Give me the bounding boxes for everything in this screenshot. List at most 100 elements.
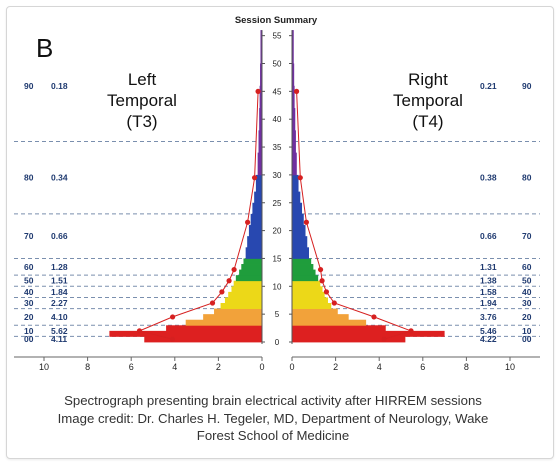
frequency-tick-label: 25 — [273, 199, 282, 208]
left-spectrum-bar — [109, 330, 263, 337]
right-marker-point — [371, 314, 377, 320]
right-spectrum-bar — [292, 213, 304, 226]
right-percentile-label: 00 — [522, 334, 532, 344]
left-spectrum-bar — [231, 286, 262, 293]
left-marker-line — [137, 91, 259, 340]
right-percentile-value: 1.94 — [480, 298, 497, 308]
left-spectrum-bar — [243, 258, 262, 265]
left-marker-point — [136, 328, 143, 334]
right-spectrum-bar — [292, 174, 299, 193]
left-spectrum-bar — [214, 308, 262, 315]
left-marker-point — [226, 278, 232, 284]
left-percentile-value: 4.10 — [51, 312, 68, 322]
right-power-tick-label: 10 — [505, 362, 515, 372]
left-spectrum-bar — [220, 303, 262, 309]
right-percentile-value: 1.58 — [480, 287, 497, 297]
right-spectrum-bar — [292, 191, 301, 204]
right-spectrum-bar — [292, 202, 303, 215]
right-spectrum-bar — [292, 236, 308, 248]
right-power-tick-label: 0 — [289, 362, 294, 372]
right-spectrum-bar — [292, 325, 386, 332]
left-percentile-value: 0.66 — [51, 231, 68, 241]
right-spectrum-bar — [292, 336, 406, 343]
left-marker-point — [245, 219, 251, 225]
right-percentile-value: 5.46 — [480, 326, 497, 336]
right-percentile-value: 0.21 — [480, 81, 497, 91]
left-spectrum-bar — [228, 291, 262, 298]
percentile-labels: 90 90 0.18 0.21 80 80 0.34 0.38 70 70 0.66 0.66 60 60… — [24, 81, 532, 344]
right-percentile-value: 0.66 — [480, 231, 497, 241]
left-marker-point — [209, 300, 216, 306]
right-marker-point — [323, 289, 330, 295]
left-label-line-1: Left — [128, 70, 157, 89]
left-percentile-label: 20 — [24, 312, 34, 322]
left-percentile-label: 90 — [24, 81, 34, 91]
right-marker-point — [331, 300, 337, 306]
right-percentile-value: 1.38 — [480, 276, 497, 286]
right-spectrum-bar — [292, 108, 296, 131]
right-spectrum-bar — [292, 85, 295, 109]
left-marker-point — [251, 175, 258, 181]
left-spectrum-bar — [252, 202, 262, 215]
left-series-label: Left Temporal (T3) — [107, 70, 177, 131]
right-percentile-label: 20 — [522, 312, 532, 322]
caption-line-1: Spectrograph presenting brain electrical… — [64, 393, 482, 408]
frequency-axis-background — [262, 30, 292, 345]
right-series-label: Right Temporal (T4) — [393, 70, 463, 131]
left-percentile-value: 0.18 — [51, 81, 68, 91]
panel-letter: B — [36, 33, 53, 63]
left-marker-point — [170, 314, 176, 320]
right-marker-point — [297, 175, 303, 181]
frequency-tick-label: 0 — [275, 338, 280, 347]
left-percentile-value: 4.11 — [51, 334, 67, 344]
right-spectrum-bar — [292, 314, 349, 321]
right-power-tick-label: 6 — [420, 362, 425, 372]
left-spectrum-bar — [224, 297, 262, 304]
right-spectrum-bar — [292, 308, 338, 315]
chart-title: Session Summary — [235, 15, 318, 26]
left-percentile-value: 1.84 — [51, 287, 68, 297]
right-percentile-label: 60 — [522, 262, 532, 272]
left-spectrum-bar — [185, 319, 262, 326]
right-spectrum-bar — [292, 63, 295, 87]
frequency-tick-label: 45 — [273, 87, 282, 96]
right-percentile-label: 90 — [522, 81, 532, 91]
right-marker-point — [303, 219, 309, 225]
right-spectrum-bar — [292, 319, 367, 326]
right-spectrum-bar — [292, 291, 325, 298]
frequency-tick-label: 5 — [275, 310, 280, 319]
frequency-axis: 0 5 10 15 20 25 30 35 40 45 50 55 — [261, 30, 293, 347]
right-spectrum-bar — [292, 297, 328, 304]
left-spectrum-bar — [248, 225, 262, 237]
left-spectrum-bar — [247, 236, 262, 248]
left-spectrum-bar — [257, 152, 262, 176]
left-percentile-value: 2.27 — [51, 298, 68, 308]
frequency-tick-label: 15 — [273, 254, 282, 263]
caption-line-2: Image credit: Dr. Charles H. Tegeler, MD… — [57, 410, 489, 426]
right-spectrum-bar — [292, 269, 316, 276]
left-percentile-label: 00 — [24, 334, 34, 344]
right-percentile-value: 0.38 — [480, 173, 497, 183]
left-spectrum-bar — [233, 280, 262, 287]
frequency-tick-label: 30 — [273, 171, 282, 180]
left-spectrum-bar — [241, 264, 262, 270]
right-power-tick-label: 4 — [377, 362, 382, 372]
spectrum-bars — [109, 30, 445, 343]
right-marker-point — [319, 278, 325, 284]
left-spectrum-bar — [258, 130, 262, 154]
left-spectrum-bar — [260, 30, 262, 64]
right-spectrum-bar — [292, 130, 296, 154]
frequency-tick-label: 55 — [273, 32, 282, 41]
left-spectrum-bar — [260, 63, 262, 87]
right-marker-line — [296, 91, 413, 340]
left-percentile-label: 50 — [24, 276, 34, 286]
left-marker-point — [169, 336, 176, 342]
frequency-tick-label: 40 — [273, 115, 282, 124]
left-power-tick-label: 0 — [259, 362, 264, 372]
frequency-tick-label: 20 — [273, 227, 282, 236]
left-percentile-value: 1.51 — [51, 276, 68, 286]
right-spectrum-bar — [292, 30, 294, 64]
right-marker-point — [381, 336, 387, 342]
right-spectrum-bar — [292, 275, 319, 282]
